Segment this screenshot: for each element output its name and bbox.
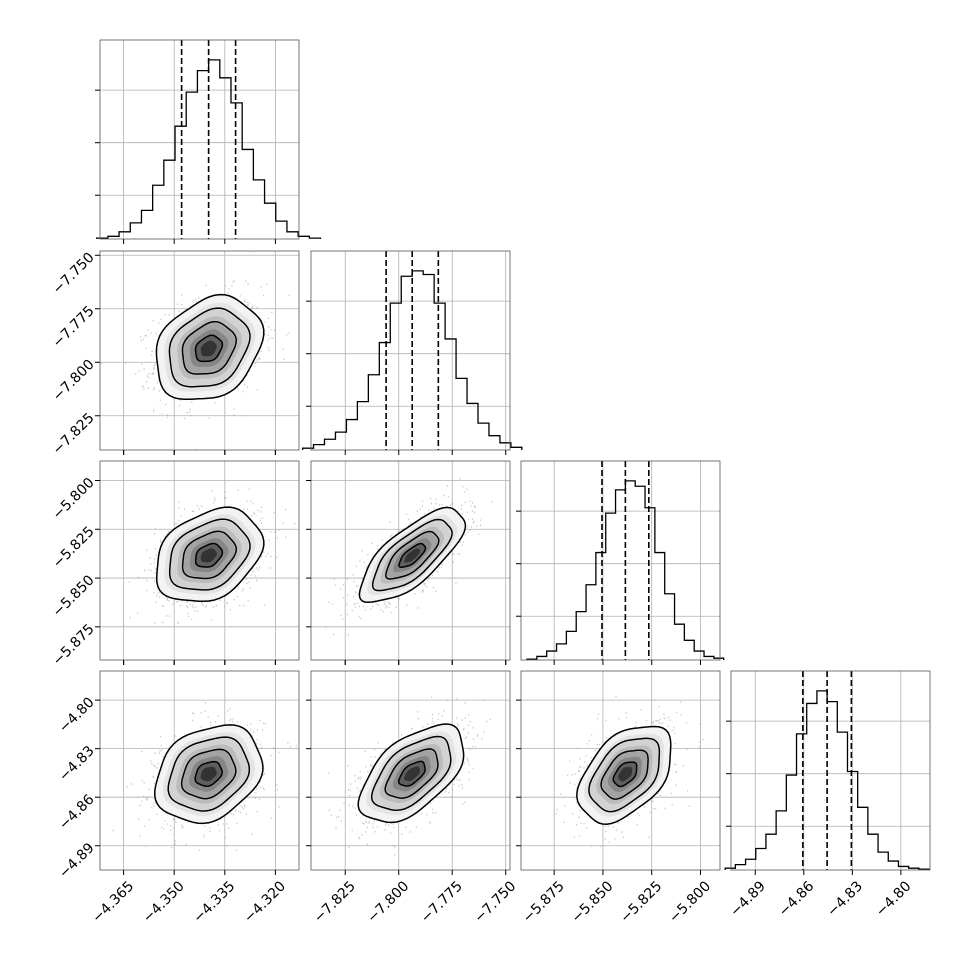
x-tick-label: −4.320 <box>241 878 289 926</box>
panel-frame <box>730 670 931 871</box>
x-tick-label: −5.800 <box>666 878 714 926</box>
histogram-step <box>96 59 322 239</box>
density-shade <box>618 766 633 782</box>
panel-frame <box>99 460 300 661</box>
contour-2 <box>588 737 661 813</box>
scatter-panel-1-0 <box>95 250 300 455</box>
contour-3 <box>155 506 265 603</box>
contour-3 <box>154 724 264 825</box>
contour-2 <box>167 736 251 812</box>
contour-0 <box>397 760 426 787</box>
histogram-step <box>724 690 930 870</box>
x-tick-label: −5.825 <box>617 878 665 926</box>
histogram-panel-1 <box>301 250 523 451</box>
scatter-panel-3-1 <box>306 670 511 875</box>
panel-frame <box>99 250 300 451</box>
density-shade <box>200 548 217 563</box>
x-tick-label: −4.350 <box>140 878 188 926</box>
density-shade <box>404 766 420 782</box>
scatter-panel-2-0 <box>95 460 300 665</box>
x-tick-label: −7.800 <box>364 878 412 926</box>
contour-3 <box>357 723 465 824</box>
y-tick-label: −4.89 <box>56 840 98 882</box>
y-tick-label: −5.825 <box>50 524 98 572</box>
contour-1 <box>384 748 439 799</box>
x-tick-label: −4.365 <box>89 878 137 926</box>
contour-1 <box>180 748 237 800</box>
histogram-step <box>526 480 725 660</box>
y-tick-label: −7.775 <box>50 303 98 351</box>
panel-frame <box>520 670 721 871</box>
contour-1 <box>181 530 237 580</box>
histogram-panel-2 <box>516 460 725 661</box>
contour-3 <box>576 725 672 825</box>
y-tick-label: −4.80 <box>56 694 98 736</box>
contour-2 <box>168 307 251 388</box>
contour-1 <box>385 530 440 580</box>
density-shade <box>200 340 217 357</box>
density-shade <box>200 766 217 782</box>
x-tick-label: −4.83 <box>824 878 866 920</box>
contour-1 <box>181 320 237 375</box>
y-tick-label: −7.750 <box>50 250 98 298</box>
x-tick-label: −4.335 <box>190 878 238 926</box>
x-tick-label: −5.875 <box>520 878 568 926</box>
panel-frame <box>99 39 300 240</box>
y-tick-label: −5.875 <box>50 621 98 669</box>
contour-2 <box>371 518 453 592</box>
contour-0 <box>398 542 427 569</box>
x-tick-label: −7.750 <box>471 878 519 926</box>
panel-frame <box>310 460 511 661</box>
panel-frame <box>99 670 300 871</box>
y-tick-label: −5.850 <box>50 572 98 620</box>
x-tick-label: −4.86 <box>776 878 818 920</box>
contour-2 <box>168 518 251 591</box>
histogram-panel-0 <box>95 39 322 240</box>
x-tick-label: −7.775 <box>418 878 466 926</box>
contour-0 <box>612 761 638 788</box>
x-tick-label: −4.80 <box>873 878 915 920</box>
y-tick-label: −4.83 <box>56 743 98 785</box>
scatter-panel-2-1 <box>306 460 511 665</box>
contour-2 <box>370 735 452 812</box>
contour-0 <box>194 542 224 568</box>
x-tick-label: −4.89 <box>727 878 769 920</box>
x-tick-label: −5.850 <box>569 878 617 926</box>
contour-0 <box>194 334 224 363</box>
contour-3 <box>358 506 467 604</box>
panel-frame <box>310 670 511 871</box>
contour-0 <box>194 760 223 788</box>
y-tick-label: −7.800 <box>50 357 98 405</box>
scatter-panel-3-2 <box>516 670 721 875</box>
contour-3 <box>155 293 265 401</box>
density-shade <box>404 548 421 563</box>
x-tick-label: −7.825 <box>311 878 359 926</box>
y-tick-label: −4.86 <box>56 791 98 833</box>
panel-frame <box>520 460 721 661</box>
y-tick-label: −5.800 <box>50 475 98 523</box>
panel-frame <box>310 250 511 451</box>
contour-1 <box>600 749 649 800</box>
y-tick-label: −7.825 <box>50 410 98 458</box>
scatter-panel-3-0 <box>95 670 300 875</box>
histogram-panel-3 <box>724 670 931 871</box>
